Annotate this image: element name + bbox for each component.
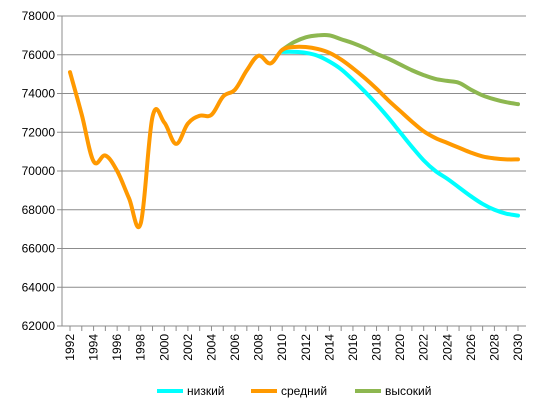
gridlines [62,15,526,327]
x-tick-label: 1998 [134,334,148,361]
x-tick-label: 2008 [252,334,266,361]
x-tick-label: 2012 [299,334,313,361]
legend-label: низкий [187,384,225,398]
x-tick-label: 2024 [440,334,454,361]
x-tick-label: 2004 [204,334,218,361]
legend-label: высокий [385,384,431,398]
y-axis-ticks: 62000 64000 66000 68000 70000 72000 74000 76000… [22,9,56,333]
x-tick-label: 2020 [393,334,407,361]
x-tick-label: 2016 [346,334,360,361]
y-tick-label: 68000 [22,203,56,217]
x-tick-label: 2030 [511,334,525,361]
x-axis-ticks: 1992 1994 1996 1998 2000 2002 2004 2006 2008 2010… [63,334,525,361]
y-tick-label: 72000 [22,125,56,139]
x-tick-label: 2000 [157,334,171,361]
legend: низкий средний высокий [157,384,431,398]
x-tick-label: 2002 [181,334,195,361]
x-tick-label: 2018 [370,334,384,361]
series-line-2 [68,44,520,229]
y-tick-label: 70000 [22,164,56,178]
x-tick-label: 2022 [417,334,431,361]
x-tick-label: 2010 [275,334,289,361]
legend-label: средний [281,384,327,398]
x-tick-label: 2026 [464,334,478,361]
y-tick-label: 76000 [22,48,56,62]
x-tick-label: 1992 [63,334,77,361]
y-tick-label: 74000 [22,87,56,101]
series-lines [68,32,520,229]
series-line-3 [280,32,520,107]
x-tick-label: 2014 [322,334,336,361]
series-line-1 [280,49,520,218]
y-tick-label: 66000 [22,242,56,256]
y-tick-label: 64000 [22,280,56,294]
axes [57,15,526,331]
x-tick-label: 1994 [87,334,101,361]
x-tick-label: 1996 [110,334,124,361]
y-tick-label: 78000 [22,9,56,23]
x-tick-label: 2028 [487,334,501,361]
y-tick-label: 62000 [22,319,56,333]
x-tick-label: 2006 [228,334,242,361]
